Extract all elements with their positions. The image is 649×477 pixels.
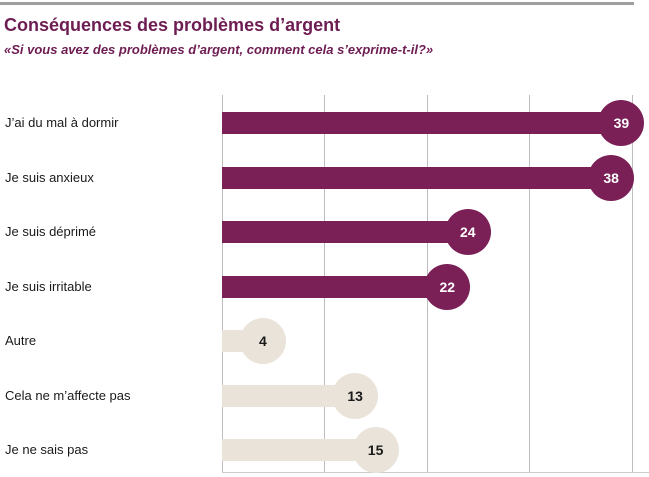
bar-4 bbox=[222, 275, 448, 298]
gridline-x-40 bbox=[631, 95, 633, 473]
bar-7 bbox=[222, 439, 376, 461]
value-bubble-7: 15 bbox=[352, 427, 399, 473]
bar-1 bbox=[222, 112, 622, 134]
bar-3 bbox=[222, 221, 468, 243]
category-label-4: Je suis irritable bbox=[5, 278, 92, 294]
value-bubble-5: 4 bbox=[239, 318, 286, 364]
value-bubble-1: 39 bbox=[598, 100, 645, 146]
category-label-7: Je ne sais pas bbox=[5, 442, 89, 457]
chart-title: Conséquences des problèmes d’argent bbox=[4, 15, 341, 35]
value-bubble-2: 38 bbox=[588, 154, 635, 201]
top-rule-divider bbox=[0, 2, 634, 5]
category-label-1: J’ai du mal à dormir bbox=[5, 115, 119, 130]
bar-2 bbox=[222, 166, 612, 189]
bar-6 bbox=[222, 384, 356, 407]
category-label-6: Cela ne m’affecte pas bbox=[5, 387, 131, 403]
x-axis-baseline bbox=[222, 472, 649, 473]
value-bubble-4: 22 bbox=[424, 263, 471, 310]
value-bubble-6: 13 bbox=[332, 372, 379, 419]
plot-area: 39 38 24 22 4 13 15 bbox=[222, 95, 649, 473]
gridline-x-30 bbox=[529, 95, 531, 473]
category-label-3: Je suis déprimé bbox=[5, 224, 97, 239]
value-bubble-3: 24 bbox=[444, 209, 491, 255]
chart-subtitle: «Si vous avez des problèmes d’argent, co… bbox=[4, 42, 434, 57]
category-label-2: Je suis anxieux bbox=[5, 169, 94, 185]
category-label-5: Autre bbox=[5, 333, 37, 348]
